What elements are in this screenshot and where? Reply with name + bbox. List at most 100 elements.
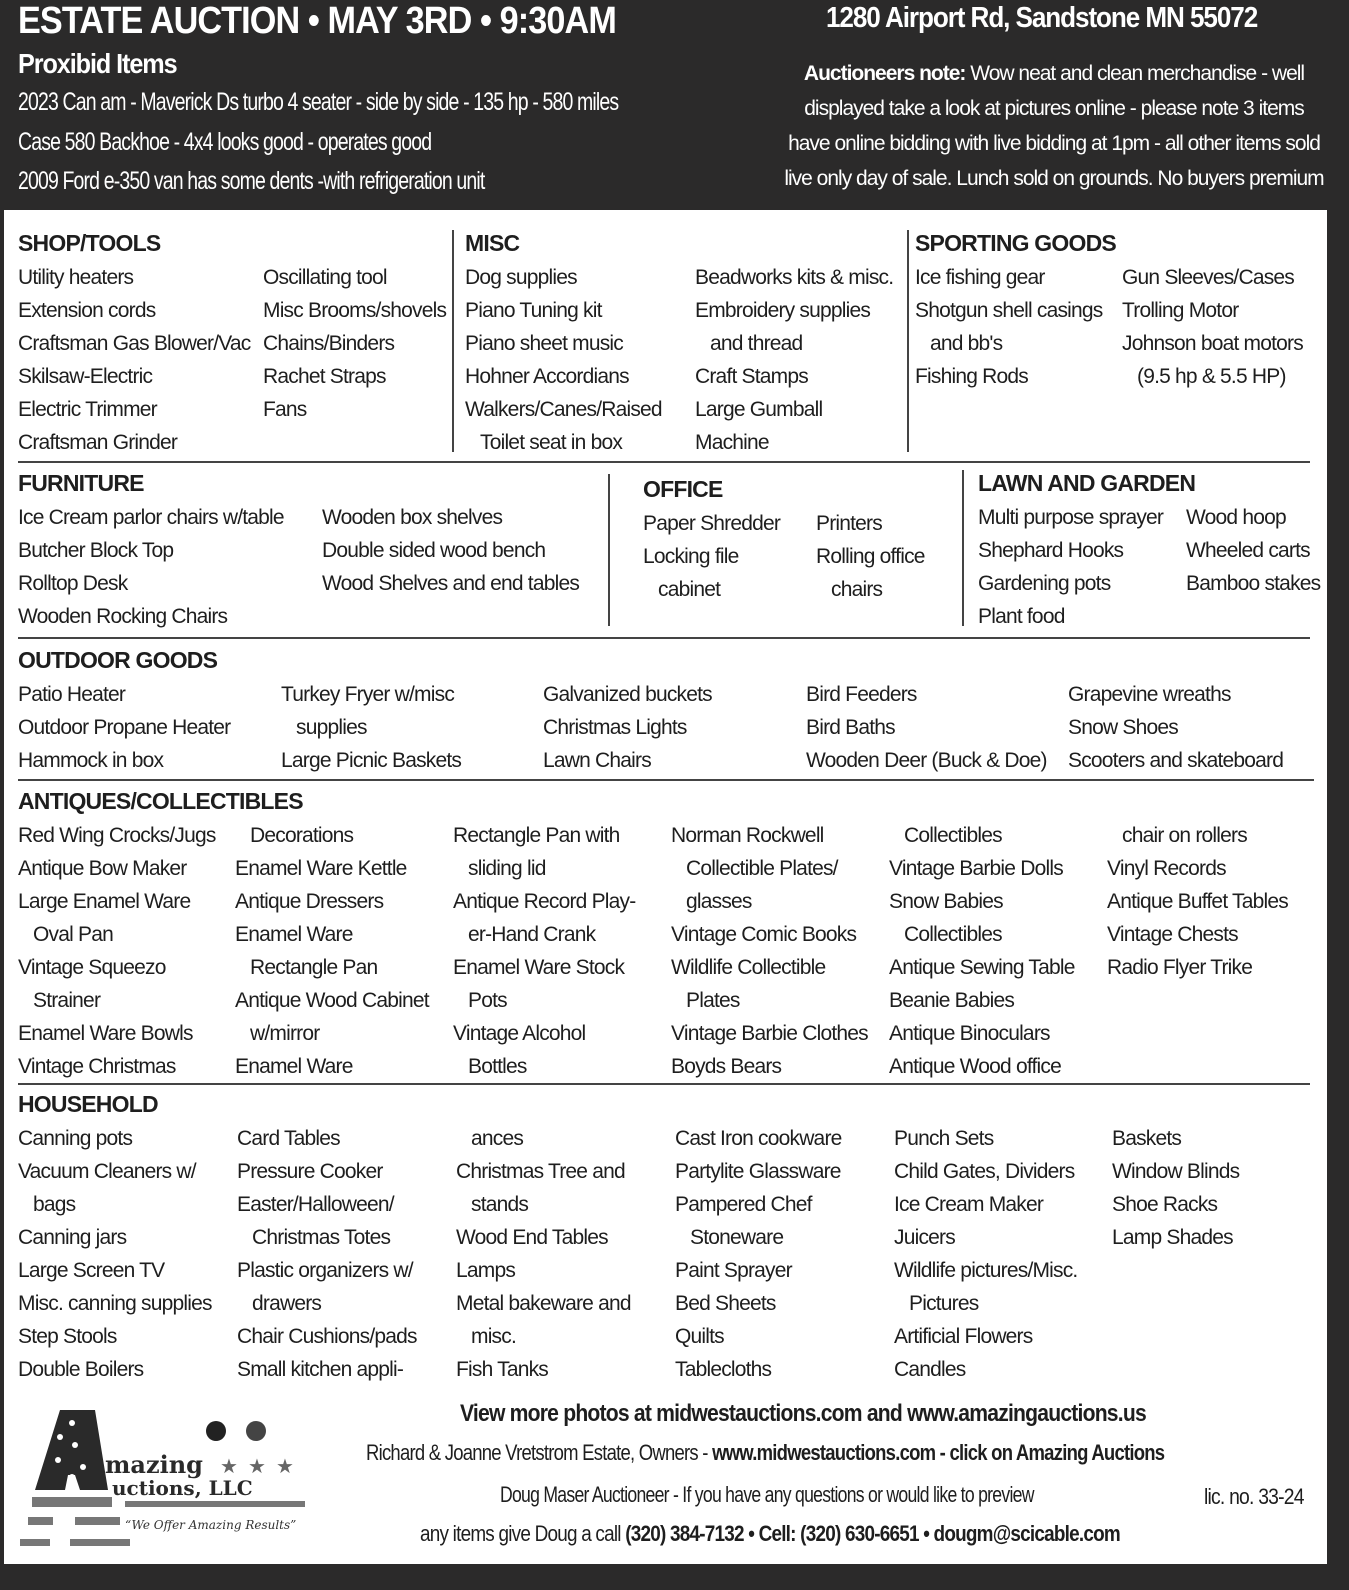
list-item: sliding lid [468, 857, 546, 880]
auction-title: ESTATE AUCTION • MAY 3RD • 9:30AM [18, 0, 617, 42]
list-item: Plastic organizers w/ [237, 1259, 414, 1282]
website-link[interactable]: www.midwestauctions.com - click on Amazi… [712, 1440, 1165, 1465]
list-item: Wildlife Collectible [671, 956, 826, 979]
item-column: Paper Shredder Locking file cabinet [643, 507, 781, 606]
list-item: Shoe Racks [1112, 1193, 1218, 1216]
list-item: Norman Rockwell [671, 824, 824, 847]
list-item: Collectibles [904, 824, 1003, 847]
owners-text: Richard & Joanne Vretstrom Estate, Owner… [366, 1440, 713, 1465]
list-item: Trolling Motor [1122, 299, 1239, 322]
item-column: Baskets Window Blinds Shoe Racks Lamp Shade… [1112, 1122, 1240, 1254]
list-item: Easter/Halloween/ [237, 1193, 395, 1216]
section-heading: OFFICE [643, 476, 723, 502]
list-item: Chair Cushions/pads [237, 1325, 418, 1348]
list-item: Pressure Cooker [237, 1160, 383, 1183]
list-item: Extension cords [18, 299, 156, 322]
section-heading: OUTDOOR GOODS [18, 647, 218, 673]
list-item: Snow Babies [889, 890, 1004, 913]
section-heading: ANTIQUES/COLLECTIBLES [18, 788, 304, 814]
list-item: Butcher Block Top [18, 539, 174, 562]
item-column: Canning pots Vacuum Cleaners w/bags Cannin… [18, 1122, 212, 1386]
contact-line: any items give Doug a call (320) 384-713… [420, 1521, 1121, 1547]
list-item: Craft Stamps [695, 365, 809, 388]
list-item: Antique Bow Maker [18, 857, 187, 880]
proxibid-item: 2023 Can am - Maverick Ds turbo 4 seater… [18, 88, 619, 116]
list-item: w/mirror [250, 1022, 320, 1045]
item-column: Grapevine wreaths Snow Shoes Scooters and … [1068, 678, 1284, 777]
item-column: Printers Rolling office chairs [816, 507, 925, 606]
photos-link-text[interactable]: View more photos at midwestauctions.com … [460, 1400, 1147, 1427]
item-column: Norman Rockwell Collectible Plates/glasse… [671, 819, 869, 1083]
seal-icon [206, 1421, 226, 1441]
note-label: Auctioneers note: [803, 62, 967, 85]
list-item: Misc. canning supplies [18, 1292, 212, 1315]
list-item: Vintage Barbie Clothes [671, 1022, 869, 1045]
list-item: Large Enamel Ware [18, 890, 191, 913]
item-column: Ice fishing gear Shotgun shell casings and… [915, 261, 1103, 393]
list-item: Large Screen TV [18, 1259, 165, 1282]
section-misc: MISC Dog supplies Piano Tuning kit Piano sh… [465, 228, 894, 454]
list-item: Misc Brooms/shovels [263, 299, 447, 322]
list-item: Piano sheet music [465, 332, 624, 355]
list-item: Bed Sheets [675, 1292, 776, 1315]
list-item: Dog supplies [465, 266, 578, 289]
list-item: Antique Wood Cabinet [235, 989, 430, 1012]
list-item: Boyds Bears [671, 1055, 782, 1078]
list-item: Ice Cream parlor chairs w/table [18, 506, 285, 529]
list-item: Shephard Hooks [978, 539, 1124, 562]
auctioneers-note: Auctioneers note: Wow neat and clean mer… [784, 56, 1324, 196]
item-column: ances Christmas Tree and stands Wood End Ta… [456, 1122, 632, 1386]
list-item: Strainer [33, 989, 101, 1012]
item-column: Oscillating tool Misc Brooms/shovels Chain… [263, 261, 447, 426]
list-item: Grapevine wreaths [1068, 683, 1231, 706]
section-sport: SPORTING GOODS Ice fishing gear Shotgun sh… [915, 228, 1304, 388]
list-item: and bb's [930, 332, 1003, 355]
list-item: Collectibles [904, 923, 1003, 946]
list-item: Card Tables [237, 1127, 341, 1150]
list-item: Quilts [675, 1325, 725, 1348]
list-item: ances [471, 1127, 524, 1150]
section-antiques: ANTIQUES/COLLECTIBLES Red Wing Crocks/Jug… [18, 786, 1289, 1078]
list-item: Antique Dressers [235, 890, 384, 913]
section-heading: FURNITURE [18, 470, 144, 496]
list-item: Scooters and skateboard [1068, 749, 1284, 772]
list-item: Embroidery supplies [695, 299, 871, 322]
list-item: Electric Trimmer [18, 398, 158, 421]
list-item: Rectangle Pan [250, 956, 378, 979]
divider [18, 1083, 1310, 1085]
list-item: Walkers/Canes/Raised [465, 398, 663, 421]
list-item: Beanie Babies [889, 989, 1015, 1012]
list-item: Wooden Rocking Chairs [18, 605, 228, 628]
list-item: Christmas Totes [252, 1226, 391, 1249]
note-text: Wow neat and clean merchandise - well di… [784, 62, 1324, 190]
list-item: Pots [468, 989, 508, 1012]
proxibid-heading: Proxibid Items [18, 48, 178, 79]
section-outdoor: OUTDOOR GOODS Patio Heater Outdoor Propane… [18, 645, 1284, 772]
list-item: Hammock in box [18, 749, 164, 772]
list-item: Shotgun shell casings [915, 299, 1103, 322]
list-item: Craftsman Gas Blower/Vac [18, 332, 251, 355]
list-item: Enamel Ware Bowls [18, 1022, 193, 1045]
list-item: Vintage Squeezo [18, 956, 166, 979]
item-column: Galvanized buckets Christmas Lights Lawn C… [543, 678, 713, 777]
item-column: Turkey Fryer w/misc supplies Large Picnic … [281, 678, 462, 777]
list-item: Pictures [909, 1292, 979, 1315]
list-item: Utility heaters [18, 266, 134, 289]
list-item: Paper Shredder [643, 512, 781, 535]
list-item: chair on rollers [1122, 824, 1248, 847]
list-item: Wood End Tables [456, 1226, 609, 1249]
list-item: Vintage Barbie Dolls [889, 857, 1064, 880]
item-column: Utility heaters Extension cords Craftsman … [18, 261, 251, 459]
list-item: Metal bakeware and [456, 1292, 632, 1315]
list-item: Juicers [894, 1226, 956, 1249]
contact-info[interactable]: (320) 384-7132 • Cell: (320) 630-6651 • … [625, 1521, 1121, 1546]
list-item: Paint Sprayer [675, 1259, 793, 1282]
item-column: Multi purpose sprayer Shephard Hooks Garde… [978, 501, 1164, 633]
item-column: Rectangle Pan with sliding lid Antique Rec… [453, 819, 636, 1083]
contact-prefix: any items give Doug a call [420, 1521, 626, 1546]
list-item: Snow Shoes [1068, 716, 1179, 739]
list-item: Canning jars [18, 1226, 127, 1249]
list-item: Piano Tuning kit [465, 299, 602, 322]
list-item: Wheeled carts [1186, 539, 1311, 562]
license-number: lic. no. 33-24 [1204, 1484, 1305, 1509]
